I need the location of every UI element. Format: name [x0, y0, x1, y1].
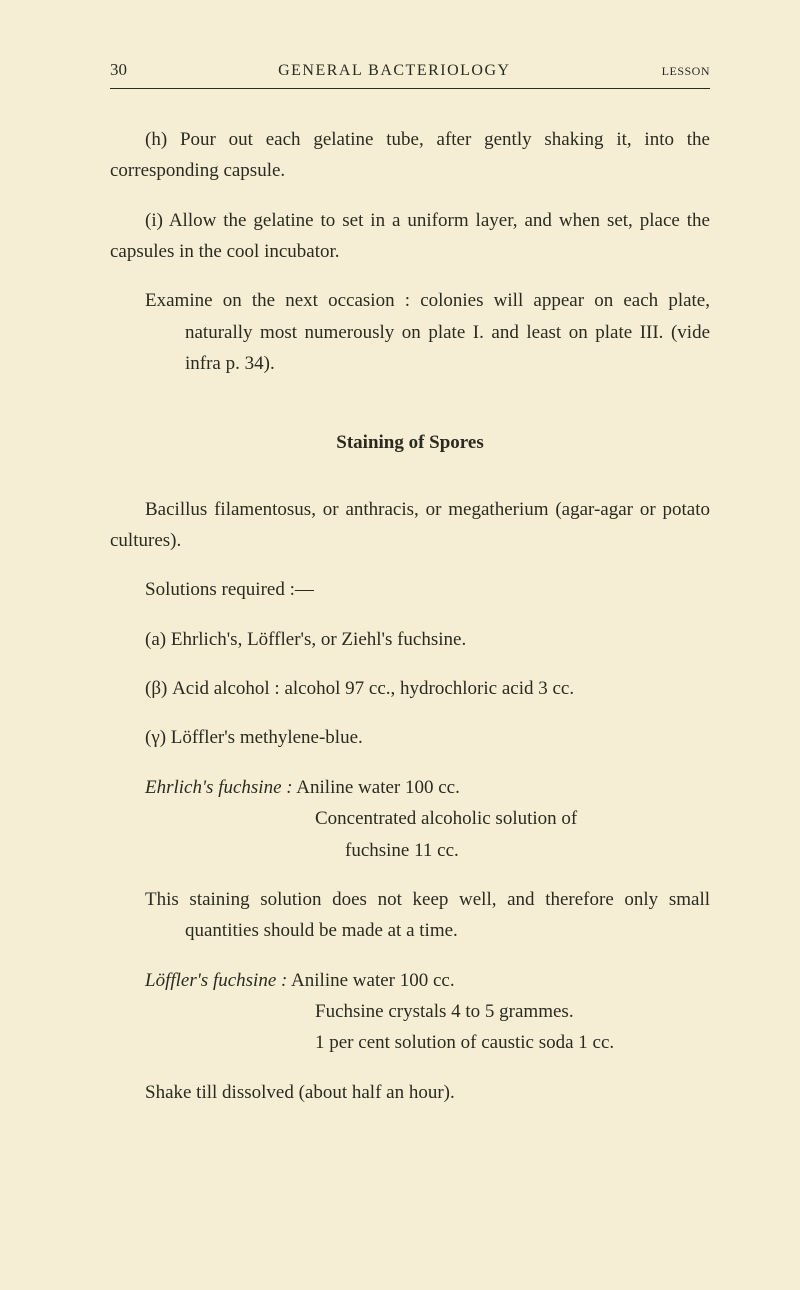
ehrlich-line3: fuchsine 11 cc. — [110, 835, 710, 866]
section-heading-spores: Staining of Spores — [110, 427, 710, 458]
solution-beta: (β) Acid alcohol : alcohol 97 cc., hydro… — [110, 673, 710, 704]
header-section-label: LESSON — [662, 64, 710, 79]
loffler-recipe: Löffler's fuchsine : Aniline water 100 c… — [110, 965, 710, 1059]
header-rule — [110, 88, 710, 89]
solution-gamma: (γ) Löffler's methylene-blue. — [110, 722, 710, 753]
ehrlich-line1-rest: Aniline water 100 cc. — [293, 777, 460, 798]
ehrlich-recipe: Ehrlich's fuchsine : Aniline water 100 c… — [110, 772, 710, 866]
loffler-label: Löffler's fuchsine : — [145, 970, 287, 991]
page-header: 30 GENERAL BACTERIOLOGY LESSON — [110, 60, 710, 80]
ehrlich-line1: Ehrlich's fuchsine : Aniline water 100 c… — [110, 772, 710, 803]
page-number: 30 — [110, 60, 127, 80]
ehrlich-label: Ehrlich's fuchsine : — [145, 777, 293, 798]
loffler-line1: Löffler's fuchsine : Aniline water 100 c… — [110, 965, 710, 996]
body-content: (h) Pour out each gelatine tube, after g… — [110, 124, 710, 1108]
paragraph-examine: Examine on the next occasion : colonies … — [110, 285, 710, 379]
loffler-line3: 1 per cent solution of caustic soda 1 cc… — [110, 1027, 710, 1058]
paragraph-h: (h) Pour out each gelatine tube, after g… — [110, 124, 710, 187]
solution-alpha: (a) Ehrlich's, Löffler's, or Ziehl's fuc… — [110, 624, 710, 655]
paragraph-i: (i) Allow the gelatine to set in a unifo… — [110, 205, 710, 268]
loffler-line1-rest: Aniline water 100 cc. — [287, 970, 454, 991]
solutions-label: Solutions required :— — [110, 574, 710, 605]
ehrlich-line2: Concentrated alcoholic solution of — [110, 803, 710, 834]
shake-instruction: Shake till dissolved (about half an hour… — [110, 1077, 710, 1108]
header-title: GENERAL BACTERIOLOGY — [278, 62, 511, 80]
staining-note: This staining solution does not keep wel… — [110, 884, 710, 947]
loffler-line2: Fuchsine crystals 4 to 5 grammes. — [110, 996, 710, 1027]
spores-intro: Bacillus filamentosus, or anthracis, or … — [110, 494, 710, 557]
